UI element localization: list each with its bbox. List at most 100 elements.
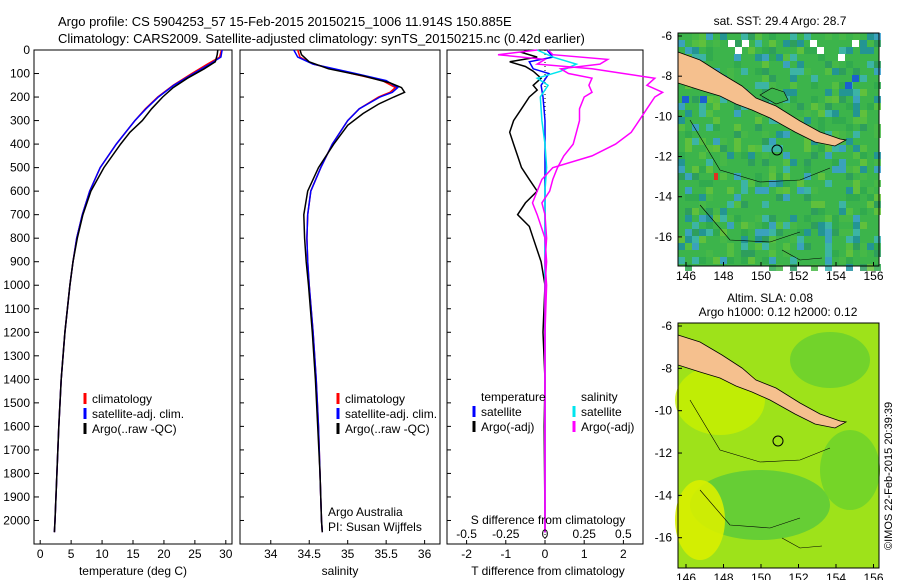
sst-pixel [825, 152, 832, 159]
sst-pixel [741, 236, 748, 243]
sst-pixel [755, 236, 762, 243]
sst-pixel [860, 75, 867, 82]
sst-pixel [692, 40, 699, 47]
s-tick-label: 0.25 [573, 527, 597, 541]
sst-pixel [825, 236, 832, 243]
sst-pixel [755, 215, 762, 222]
series-line-argo-raw-qc- [53, 49, 219, 533]
sst-pixel [867, 194, 874, 201]
lon-tick-label: 148 [713, 571, 733, 580]
depth-tick-label: 2000 [3, 513, 30, 527]
sst-pixel [825, 103, 832, 110]
sst-pixel [699, 54, 706, 61]
sst-pixel [713, 117, 720, 124]
sst-pixel [839, 82, 846, 89]
sst-pixel [832, 89, 839, 96]
sst-pixel [762, 215, 769, 222]
sst-pixel [804, 243, 811, 250]
sst-pixel [874, 131, 881, 138]
depth-tick-label: 1200 [3, 325, 30, 339]
sst-pixel [678, 117, 685, 124]
sst-pixel [846, 229, 853, 236]
salinity-plot: 34 34.5 35 35.5 36 [264, 49, 432, 561]
sst-pixel [846, 173, 853, 180]
sst-pixel [846, 194, 853, 201]
legend-label: Argo(..raw -QC) [345, 422, 430, 436]
sst-pixel [769, 138, 776, 145]
sst-pixel [783, 250, 790, 257]
depth-tick-label: 0 [23, 43, 30, 57]
sst-pixel [692, 33, 699, 40]
sst-cloud-pixel [838, 54, 845, 61]
sst-pixel [755, 243, 762, 250]
sst-pixel [762, 229, 769, 236]
sst-pixel [762, 61, 769, 68]
sst-pixel [804, 159, 811, 166]
x-tick-label: 1 [581, 547, 588, 561]
sst-pixel [685, 264, 692, 271]
sst-pixel [825, 89, 832, 96]
sst-pixel [804, 194, 811, 201]
sst-pixel [685, 110, 692, 117]
legend-label: satellite [481, 405, 522, 419]
sst-pixel [797, 180, 804, 187]
sst-pixel [839, 47, 846, 54]
sst-pixel [699, 229, 706, 236]
sst-pixel [685, 215, 692, 222]
sst-pixel [727, 243, 734, 250]
sst-pixel [790, 159, 797, 166]
sst-pixel [727, 68, 734, 75]
sst-pixel [846, 257, 853, 264]
sst-pixel [818, 54, 825, 61]
sst-pixel [769, 33, 776, 40]
sla-map-title1: Altim. SLA: 0.08 [727, 291, 813, 305]
sst-pixel [874, 96, 881, 103]
sst-pixel [699, 138, 706, 145]
sla-map-land [677, 334, 848, 429]
sst-pixel [860, 173, 867, 180]
sst-pixel [762, 47, 769, 54]
sst-pixel [790, 236, 797, 243]
sla-map [675, 322, 880, 569]
sst-pixel [783, 180, 790, 187]
sst-pixel [748, 152, 755, 159]
sst-cold-pixel [852, 75, 859, 82]
sst-pixel [790, 40, 797, 47]
sst-pixel [853, 215, 860, 222]
sst-pixel [832, 229, 839, 236]
sst-pixel [741, 131, 748, 138]
sst-pixel [839, 215, 846, 222]
sst-pixel [860, 152, 867, 159]
sst-map-contour [689, 119, 831, 261]
x-tick-label: 5 [68, 547, 75, 561]
sst-pixel [832, 222, 839, 229]
series-line-temperature-satellite [528, 49, 555, 533]
sst-pixel [713, 96, 720, 103]
sst-pixel [860, 110, 867, 117]
sst-pixel [860, 117, 867, 124]
sst-cloud-pixel [810, 40, 817, 47]
sst-pixel [741, 257, 748, 264]
sst-pixel [755, 117, 762, 124]
sst-pixel [874, 236, 881, 243]
sst-pixel [874, 33, 881, 40]
sst-pixel [853, 33, 860, 40]
sst-pixel [867, 103, 874, 110]
sst-pixel [720, 145, 727, 152]
depth-tick-label: 1400 [3, 372, 30, 386]
sst-pixel [706, 159, 713, 166]
sst-pixel [818, 103, 825, 110]
depth-tick-label: 100 [10, 67, 30, 81]
sst-pixel [853, 222, 860, 229]
sst-pixel [699, 40, 706, 47]
sst-pixel [853, 187, 860, 194]
sst-pixel [846, 138, 853, 145]
sst-pixel [720, 33, 727, 40]
sst-pixel [692, 54, 699, 61]
sst-pixel [720, 215, 727, 222]
sst-pixel [769, 82, 776, 89]
sst-pixel [741, 187, 748, 194]
sst-pixel [867, 47, 874, 54]
sst-pixel [846, 124, 853, 131]
sst-pixel [804, 229, 811, 236]
